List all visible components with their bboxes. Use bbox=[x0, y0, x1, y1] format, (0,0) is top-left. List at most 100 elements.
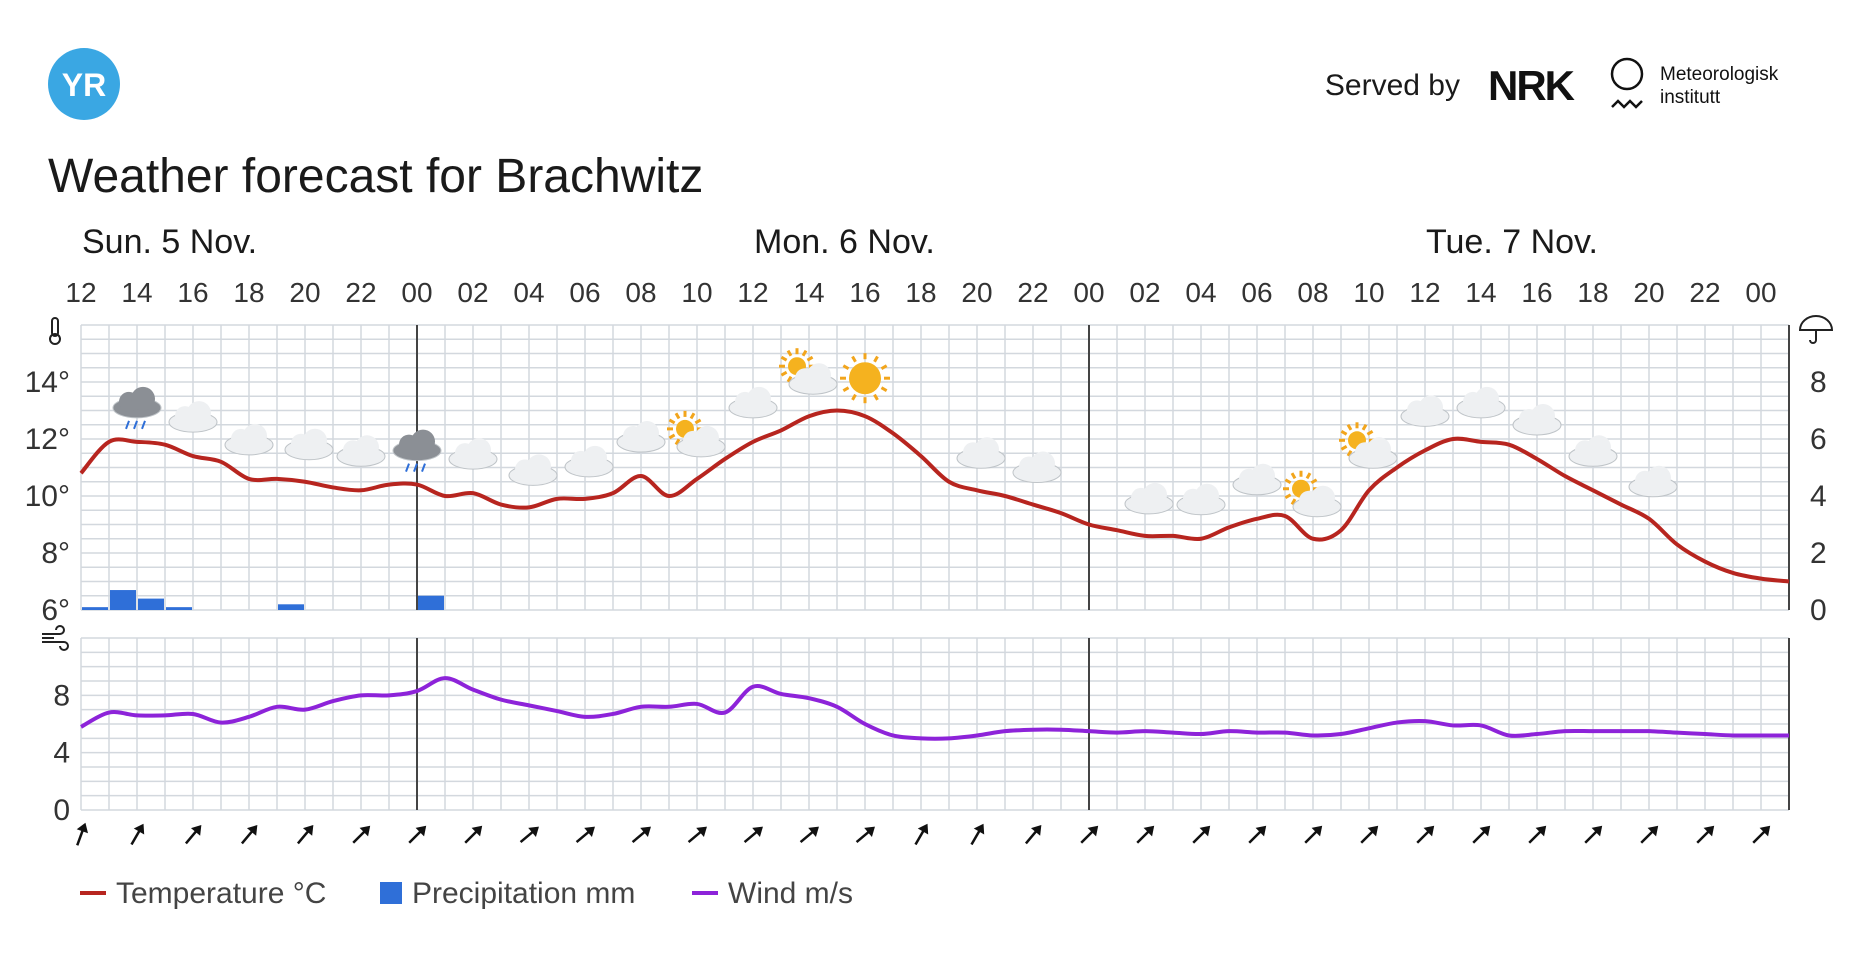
cloud-icon bbox=[1176, 483, 1226, 516]
cloud-shape bbox=[508, 454, 558, 486]
cloud-icon bbox=[1456, 386, 1506, 419]
wind-direction-arrow bbox=[970, 823, 985, 846]
sun-ray bbox=[873, 355, 879, 363]
met-logo[interactable]: Meteorologisk institutt bbox=[1610, 57, 1779, 109]
cloud-shape bbox=[1012, 451, 1062, 484]
cloud-part bbox=[1531, 403, 1555, 428]
cloud-shape bbox=[1232, 463, 1282, 496]
precipitation-bar bbox=[166, 607, 192, 610]
cloud-shape bbox=[1400, 395, 1450, 427]
sun-ray bbox=[851, 393, 857, 401]
sun-ray bbox=[1340, 430, 1348, 436]
arrow-head bbox=[359, 825, 371, 837]
cloud-icon bbox=[728, 386, 778, 419]
precipitation-bars bbox=[82, 590, 444, 610]
partly-cloudy-night-icon bbox=[956, 428, 1006, 469]
partly-cloudy-night-icon bbox=[1012, 442, 1062, 484]
sun-ray bbox=[780, 355, 788, 362]
cloud-part bbox=[1143, 482, 1167, 507]
sun-ray bbox=[851, 355, 857, 363]
day-labels: Sun. 5 Nov. Mon. 6 Nov. Tue. 7 Nov. bbox=[82, 223, 1598, 261]
hour-tick-label: 12 bbox=[737, 277, 768, 308]
arrow-head bbox=[640, 826, 651, 838]
cloud-part bbox=[583, 445, 607, 470]
cloud-part bbox=[1647, 465, 1671, 490]
partly-cloudy-day-icon bbox=[667, 410, 726, 458]
arrow-head bbox=[808, 826, 819, 838]
wind-direction-arrow bbox=[296, 825, 314, 845]
met-logo-line2: institutt bbox=[1660, 87, 1721, 108]
cloud-shape bbox=[1512, 403, 1562, 436]
cloud-part bbox=[635, 421, 659, 446]
temp-axis-tick: 14° bbox=[25, 366, 70, 399]
wind-axis-tick: 4 bbox=[53, 737, 70, 770]
cloud-part bbox=[1367, 437, 1391, 462]
sun-ray bbox=[1290, 498, 1297, 506]
cloud-shape bbox=[168, 401, 218, 433]
sun-ray bbox=[786, 375, 793, 383]
wind-direction-arrow bbox=[519, 826, 539, 844]
moon-shape bbox=[1080, 471, 1095, 502]
legend-temperature-label: Temperature °C bbox=[116, 877, 326, 910]
temp-axis-tick: 12° bbox=[25, 423, 70, 456]
cloud-icon bbox=[616, 421, 666, 453]
thermometer-icon bbox=[49, 317, 61, 345]
moon-icon bbox=[1080, 471, 1095, 502]
wind-direction-arrow bbox=[240, 825, 258, 845]
cloud-shape bbox=[1124, 482, 1174, 515]
wind-direction-arrow bbox=[352, 825, 371, 844]
hour-tick-label: 08 bbox=[625, 277, 656, 308]
sun-ray bbox=[1290, 472, 1297, 480]
hour-tick-label: 20 bbox=[289, 277, 320, 308]
cloud-icon bbox=[1400, 395, 1450, 427]
arrow-head bbox=[76, 822, 89, 834]
cloud-icon bbox=[448, 438, 498, 470]
arrow-head bbox=[1479, 825, 1491, 837]
precipitation-bar bbox=[110, 590, 136, 610]
hour-tick-label: 20 bbox=[961, 277, 992, 308]
hour-tick-label: 18 bbox=[1577, 277, 1608, 308]
hour-tick-label: 12 bbox=[1409, 277, 1440, 308]
sun-ray bbox=[842, 364, 850, 370]
wind-direction-arrow bbox=[1080, 825, 1099, 844]
cloud-part bbox=[807, 363, 831, 388]
arrow-head bbox=[1423, 825, 1435, 837]
sun-shape bbox=[840, 353, 890, 404]
precipitation-bar bbox=[82, 607, 108, 610]
rain-cloud-night-icon bbox=[392, 423, 442, 472]
cloud-part bbox=[411, 429, 435, 454]
cloud-shape bbox=[1348, 437, 1398, 469]
arrow-head bbox=[1591, 825, 1603, 837]
arrow-head bbox=[1647, 825, 1659, 837]
partly-cloudy-day-icon bbox=[1339, 422, 1398, 469]
wind-direction-arrow bbox=[1416, 825, 1435, 844]
sun-icon bbox=[840, 353, 890, 404]
sun-ray bbox=[674, 412, 681, 420]
partly-cloudy-night-icon bbox=[508, 445, 558, 486]
raindrop bbox=[141, 420, 146, 430]
cloud-part bbox=[747, 386, 771, 411]
arrow-head bbox=[1030, 825, 1042, 836]
arrow-head bbox=[1087, 825, 1099, 837]
precipitation-bar bbox=[418, 595, 444, 610]
nrk-logo[interactable]: NRK bbox=[1488, 62, 1577, 109]
wind-direction-arrow bbox=[743, 826, 763, 844]
partly-cloudy-night-icon bbox=[1124, 473, 1174, 515]
arrow-head bbox=[302, 825, 314, 836]
wind-direction-arrow bbox=[799, 826, 819, 844]
cloud-shape bbox=[284, 428, 334, 461]
cloud-shape bbox=[1456, 386, 1506, 419]
partly-cloudy-night-icon bbox=[564, 436, 614, 478]
hour-tick-label: 22 bbox=[1017, 277, 1048, 308]
cloud-shape bbox=[224, 423, 274, 456]
wind-axis-tick: 0 bbox=[53, 794, 70, 827]
yr-logo[interactable]: YR bbox=[48, 48, 120, 120]
cloud-part bbox=[1587, 435, 1611, 460]
cloud-shape bbox=[392, 429, 442, 462]
moon-shape bbox=[1752, 525, 1767, 556]
cloud-shape bbox=[564, 445, 614, 478]
cloud-shape bbox=[448, 438, 498, 470]
cloud-shape bbox=[956, 437, 1006, 469]
cloud-shape bbox=[1176, 483, 1226, 516]
sun-ray bbox=[880, 386, 888, 392]
